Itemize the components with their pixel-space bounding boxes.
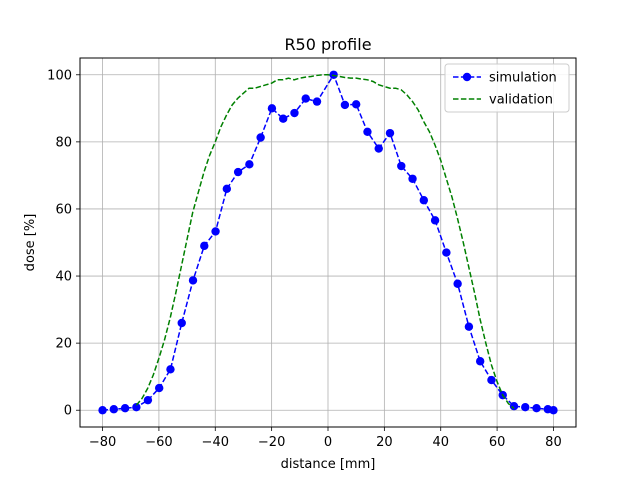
y-axis-label: dose [%] [23, 214, 38, 272]
legend-box [444, 63, 570, 113]
data-point-simulation [211, 227, 220, 236]
data-point-simulation [351, 100, 361, 109]
ticks: −80 −60 −40 −20 0 20 40 60 80 0 20 40 60 80 100 [47, 68, 562, 450]
data-point-simulation [475, 357, 485, 366]
data-point-simulation [549, 406, 558, 415]
data-point-simulation [166, 365, 175, 374]
x-tick-label: 40 [432, 435, 449, 450]
data-point-simulation [487, 375, 496, 385]
y-tick-label: 60 [55, 202, 72, 217]
data-point-simulation [363, 127, 372, 136]
y-tick-label: 40 [55, 270, 72, 285]
legend: simulation validation [444, 63, 570, 113]
series-layer [98, 70, 558, 415]
data-point-simulation [120, 404, 130, 413]
data-point-simulation [222, 184, 232, 194]
data-point-simulation [290, 108, 299, 118]
x-tick-label: −60 [145, 435, 172, 450]
data-point-simulation [98, 406, 107, 415]
x-tick-label: −40 [202, 435, 229, 450]
chart-title: R50 profile [284, 35, 371, 54]
data-point-simulation [532, 404, 541, 413]
data-point-simulation [132, 403, 141, 412]
y-tick-label: 20 [55, 337, 72, 352]
x-tick-label: 80 [545, 435, 562, 450]
x-tick-label: −80 [89, 435, 116, 450]
x-axis-label: distance [mm] [281, 457, 376, 472]
data-point-simulation [256, 133, 265, 142]
legend-label-simulation: simulation [489, 71, 557, 86]
data-point-simulation [312, 97, 322, 106]
data-point-simulation [109, 405, 119, 414]
x-tick-label: −20 [258, 435, 285, 450]
data-point-simulation [245, 160, 254, 169]
data-point-simulation [233, 167, 243, 177]
data-point-simulation [464, 322, 474, 331]
grid [80, 58, 576, 427]
data-point-simulation [385, 128, 395, 138]
data-point-simulation [188, 276, 198, 285]
data-point-simulation [200, 241, 209, 251]
data-point-simulation [177, 318, 186, 328]
data-point-simulation [408, 174, 417, 183]
data-point-simulation [442, 248, 451, 257]
data-point-simulation [430, 216, 440, 225]
data-point-simulation [267, 104, 277, 113]
data-point-simulation [374, 144, 383, 153]
legend-marker-simulation [462, 72, 472, 82]
data-point-simulation [453, 279, 462, 288]
x-tick-label: 20 [376, 435, 393, 450]
data-point-simulation [340, 100, 350, 110]
data-point-simulation [154, 383, 164, 393]
data-point-simulation [278, 114, 288, 123]
data-point-simulation [521, 403, 530, 412]
x-tick-label: 0 [324, 435, 332, 450]
y-tick-label: 100 [47, 68, 72, 83]
data-point-simulation [509, 402, 519, 411]
data-point-simulation [143, 395, 153, 405]
data-point-simulation [301, 94, 310, 103]
data-point-simulation [419, 196, 429, 205]
series-line-validation [135, 74, 515, 410]
legend-label-validation: validation [489, 93, 553, 108]
y-tick-label: 0 [64, 404, 72, 419]
y-tick-label: 80 [55, 135, 72, 150]
data-point-simulation [397, 161, 406, 171]
x-tick-label: 60 [489, 435, 506, 450]
